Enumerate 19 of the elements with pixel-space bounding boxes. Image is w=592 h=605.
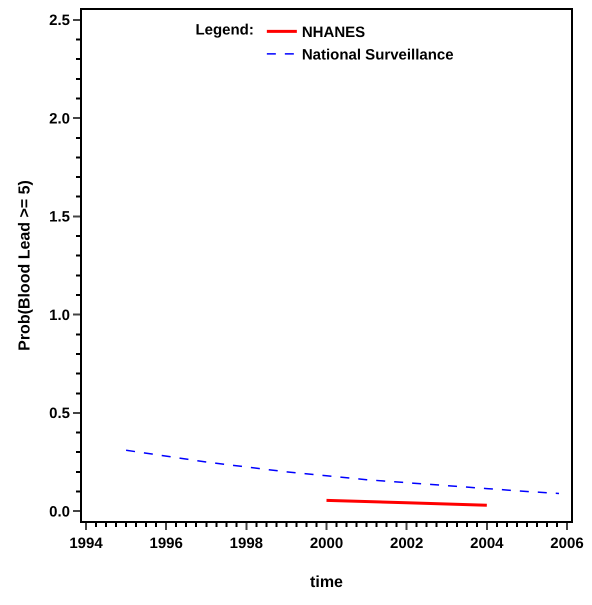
x-tick-label: 2000 (310, 535, 344, 552)
y-axis-title: Prob(Blood Lead >= 5) (16, 180, 34, 351)
x-tick-label: 2002 (390, 535, 424, 552)
y-tick-label: 2.0 (49, 110, 70, 128)
y-tick-label: 1.5 (49, 208, 70, 226)
legend-label: NHANES (302, 24, 366, 42)
x-tick-label: 1994 (69, 535, 104, 552)
y-tick-label: 1.0 (49, 306, 70, 324)
x-tick-label: 1996 (149, 535, 183, 552)
line-series (125, 450, 560, 494)
x-tick-label: 2004 (470, 535, 504, 552)
legend-label: National Surveillance (302, 46, 454, 64)
x-tick-label: 2006 (550, 535, 584, 552)
x-axis-title: time (310, 574, 344, 592)
y-tick-label: 2.5 (49, 12, 70, 30)
y-tick-label: 0.5 (49, 405, 70, 422)
y-tick-label: 0.0 (49, 503, 70, 520)
x-tick-label: 1998 (230, 535, 264, 552)
legend-title: Legend: (196, 22, 254, 39)
